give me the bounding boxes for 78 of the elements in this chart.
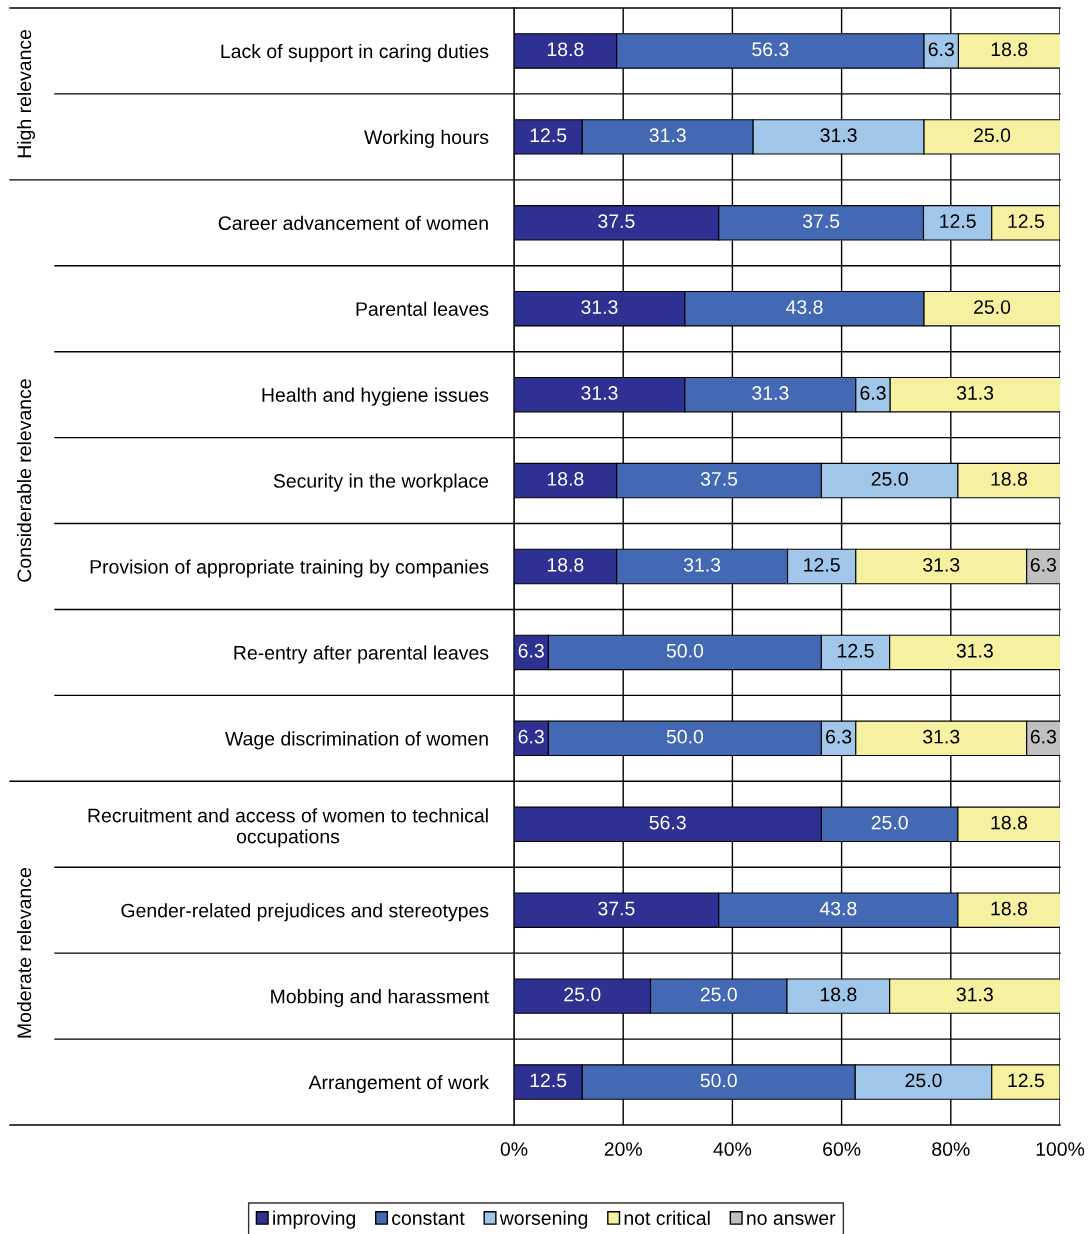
data-label: 31.3: [581, 300, 618, 314]
data-label: 31.3: [820, 128, 857, 143]
y-tick-label: Arrangement of work: [308, 1074, 490, 1094]
y-tick-label: Parental leaves: [356, 301, 489, 316]
text: High relevance: [16, 29, 36, 158]
legend-label: worsening: [499, 1210, 588, 1229]
x-tick-label: 60%: [823, 1142, 861, 1156]
data-label: 37.5: [700, 472, 738, 486]
legend-label: no answer: [747, 1214, 836, 1225]
data-label: 25.0: [974, 128, 1011, 143]
x-tick-label: 100%: [1036, 1142, 1085, 1156]
data-label: 31.3: [923, 557, 960, 572]
data-label: 12.5: [940, 214, 976, 229]
data-label: 50.0: [666, 729, 704, 744]
data-label: 18.8: [991, 901, 1028, 916]
data-label: 56.3: [752, 42, 789, 57]
y-tick-label: Re-entry after parental leaves: [234, 645, 489, 664]
legend-label: constant: [392, 1212, 465, 1225]
data-label: 12.5: [530, 128, 567, 143]
data-label: 37.5: [802, 214, 840, 229]
data-label: 50.0: [700, 1073, 737, 1088]
legend-label: improving: [273, 1210, 355, 1229]
data-label: 12.5: [838, 643, 874, 658]
data-label: 43.8: [819, 901, 857, 916]
y-tick-label: Provision of appropriate training by companies: [90, 559, 489, 578]
data-label: 25.0: [974, 300, 1011, 314]
legend-label: not critical: [624, 1210, 710, 1225]
data-label: 56.3: [649, 815, 686, 830]
data-label: 12.5: [530, 1073, 567, 1088]
x-tick-label: 20%: [604, 1142, 642, 1156]
data-label: 31.3: [752, 386, 789, 400]
data-label: 31.3: [956, 987, 993, 1002]
text: Moderate relevance: [16, 868, 32, 1038]
data-label: 25.0: [871, 815, 908, 830]
data-label: 31.3: [581, 386, 618, 400]
data-label: 12.5: [1008, 1073, 1044, 1088]
data-label: 18.8: [547, 472, 584, 486]
data-label: 50.0: [666, 643, 704, 658]
data-label: 18.8: [991, 42, 1028, 57]
data-label: 6.3: [826, 729, 852, 744]
y-tick-label: Mobbing and harassment: [271, 989, 489, 1008]
data-label: 6.3: [518, 643, 544, 658]
y-tick-label: Career advancement of women: [218, 215, 488, 231]
data-label: 6.3: [928, 42, 954, 57]
y-tick-label: Wage discrimination of women: [225, 731, 488, 750]
data-label: 37.5: [598, 901, 635, 916]
data-label: 31.3: [923, 729, 960, 744]
x-tick-label: 40%: [713, 1142, 752, 1156]
y-tick-label: Security in the workplace: [273, 473, 489, 492]
data-label: 18.8: [991, 472, 1028, 486]
data-label: 12.5: [1008, 214, 1044, 229]
data-label: 31.3: [956, 643, 993, 658]
x-tick-label: 0%: [500, 1142, 528, 1156]
data-label: 31.3: [649, 128, 686, 143]
y-tick-label: Gender-related prejudices and stereotypes: [121, 903, 489, 922]
data-label: 18.8: [820, 987, 857, 1002]
data-label: 37.5: [598, 214, 635, 229]
data-label: 6.3: [860, 386, 886, 400]
data-label: 18.8: [547, 557, 584, 572]
data-label: 25.0: [564, 987, 601, 1002]
data-label: 43.8: [786, 300, 823, 314]
data-label: 25.0: [871, 472, 908, 486]
data-label: 6.3: [518, 729, 544, 744]
data-label: 31.3: [683, 557, 721, 572]
y-tick-label: Lack of support in caring duties: [221, 43, 489, 63]
data-label: 25.0: [700, 987, 737, 1002]
data-label: 25.0: [905, 1073, 942, 1088]
data-label: 31.3: [956, 386, 994, 400]
text: Considerable relevance: [16, 379, 32, 582]
y-tick-label: Health and hygiene issues: [262, 387, 489, 406]
data-label: 18.8: [547, 42, 584, 57]
data-label: 18.8: [991, 815, 1028, 830]
data-label: 6.3: [1030, 557, 1057, 572]
y-tick-label: Recruitment and access of women to technical occupations: [88, 808, 488, 848]
x-tick-label: 80%: [932, 1142, 970, 1156]
data-label: 12.5: [804, 557, 840, 572]
data-label: 6.3: [1030, 729, 1057, 744]
y-tick-label: Working hours: [364, 129, 489, 148]
